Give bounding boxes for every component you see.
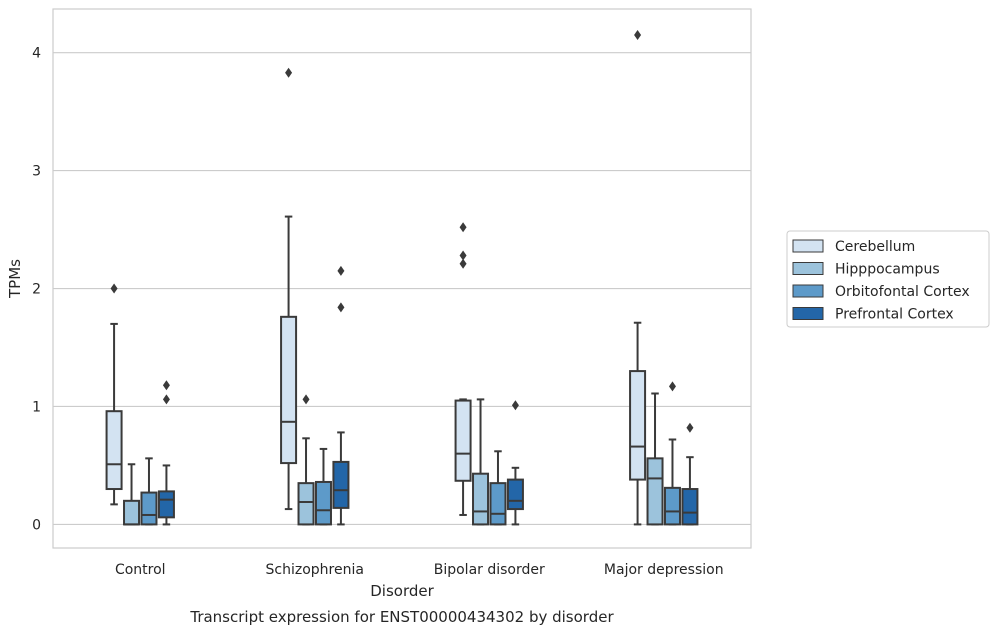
box-iqr <box>332 460 350 509</box>
legend-label: Cerebellum <box>835 239 915 255</box>
box-iqr <box>314 480 332 526</box>
x-tick-label: Bipolar disorder <box>434 562 545 578</box>
outlier-point <box>162 394 170 405</box>
box-hipppocampus <box>646 392 664 526</box>
box-iqr <box>280 315 298 465</box>
box-cerebellum <box>629 29 647 526</box>
box-iqr <box>681 488 699 526</box>
outlier-point <box>668 381 676 392</box>
box-iqr <box>489 482 507 526</box>
outlier-point <box>337 265 345 276</box>
legend-swatch <box>792 307 824 320</box>
grid-layer <box>53 52 751 525</box>
box-iqr <box>506 478 524 511</box>
outlier-point <box>511 400 519 411</box>
outlier-point <box>285 67 293 78</box>
outlier-point <box>110 283 118 294</box>
outlier-point <box>686 422 694 433</box>
box-hipppocampus <box>472 398 490 526</box>
x-tick-label: Schizophrenia <box>266 562 364 578</box>
box-iqr <box>646 457 664 526</box>
legend-frame <box>786 230 990 328</box>
box-iqr <box>105 410 123 491</box>
box-orbitofontal-cortex <box>489 450 507 526</box>
outlier-point <box>337 302 345 313</box>
box-iqr <box>663 486 681 526</box>
outlier-point <box>162 380 170 391</box>
box-iqr <box>123 499 141 526</box>
y-axis: 0 1 2 3 4 <box>32 46 41 534</box>
legend-swatch <box>792 262 824 275</box>
outlier-point <box>302 394 310 405</box>
box-iqr <box>454 399 472 482</box>
y-axis-label: TPMs <box>6 259 24 299</box>
legend-swatch <box>792 284 824 298</box>
y-tick-label: 3 <box>32 164 41 180</box>
box-iqr <box>629 370 647 481</box>
box-prefrontal-cortex <box>157 380 175 526</box>
plot-frame <box>52 8 752 549</box>
box-cerebellum <box>454 222 472 516</box>
box-hipppocampus <box>297 394 315 526</box>
x-tick-label: Major depression <box>604 562 724 578</box>
legend: Cerebellum Hipppocampus Orbitofontal Corte… <box>786 230 990 328</box>
legend-label: Prefrontal Cortex <box>835 307 954 323</box>
box-iqr <box>472 472 490 526</box>
box-prefrontal-cortex <box>681 422 699 526</box>
outlier-point <box>459 250 467 261</box>
box-iqr <box>297 482 315 526</box>
box-hipppocampus <box>123 463 141 526</box>
box-orbitofontal-cortex <box>663 381 681 526</box>
outlier-point <box>634 29 642 40</box>
x-axis-label: Disorder <box>370 582 434 600</box>
box-orbitofontal-cortex <box>314 447 332 526</box>
outlier-point <box>459 258 467 269</box>
x-tick-label: Control <box>115 562 166 578</box>
box-layer <box>105 29 699 526</box>
box-prefrontal-cortex <box>506 400 524 526</box>
box-cerebellum <box>105 283 123 506</box>
y-tick-label: 1 <box>32 399 41 415</box>
outlier-point <box>459 222 467 233</box>
box-iqr <box>140 491 158 526</box>
y-tick-label: 0 <box>32 517 41 533</box>
y-tick-label: 4 <box>32 46 41 62</box>
box-prefrontal-cortex <box>332 265 350 526</box>
legend-swatch <box>792 239 824 253</box>
y-tick-label: 2 <box>32 282 41 298</box>
legend-label: Orbitofontal Cortex <box>835 284 970 300</box>
x-axis: Control Schizophrenia Bipolar disorder Majo… <box>115 562 724 578</box>
chart-title: Transcript expression for ENST0000043430… <box>189 608 614 626</box>
legend-label: Hipppocampus <box>835 262 940 278</box>
box-cerebellum <box>280 67 298 511</box>
box-iqr <box>157 490 175 519</box>
box-orbitofontal-cortex <box>140 457 158 526</box>
